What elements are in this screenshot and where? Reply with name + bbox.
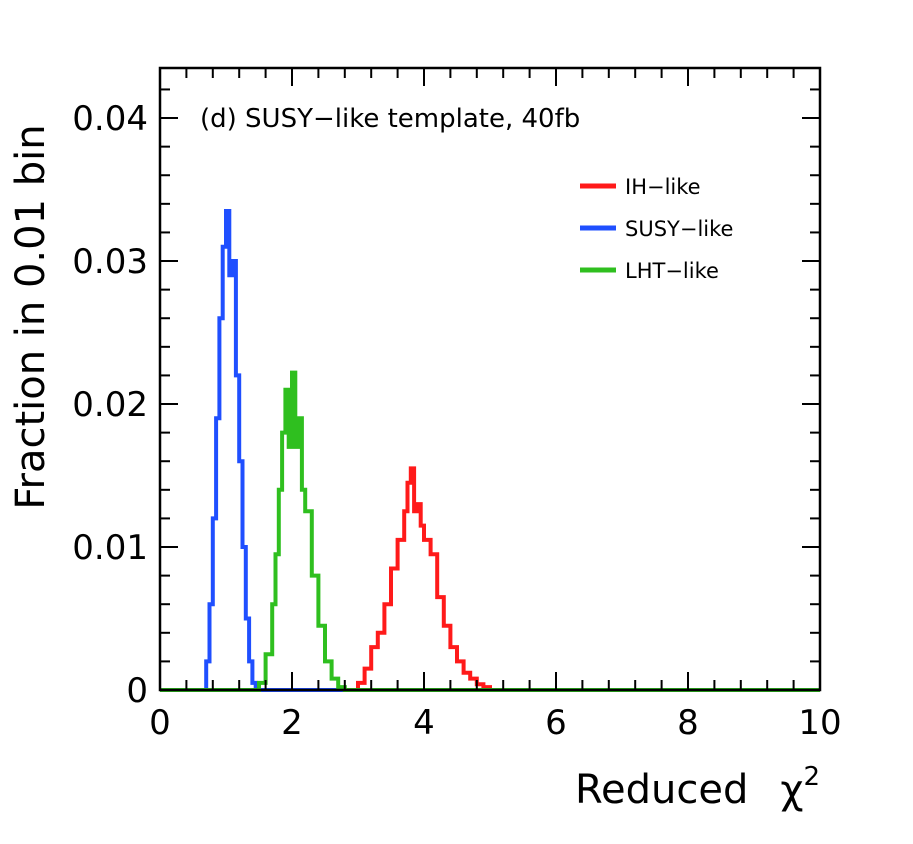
- series-layer: [160, 209, 820, 692]
- x-tick-label: 4: [413, 703, 435, 743]
- legend-label-2: LHT−like: [625, 259, 719, 283]
- series-line-0: [160, 466, 820, 692]
- legend-label-1: SUSY−like: [625, 217, 733, 241]
- x-tick-label: 2: [281, 703, 303, 743]
- x-tick-label: 8: [677, 703, 699, 743]
- chart-title: (d) SUSY−like template, 40fb: [200, 104, 580, 134]
- x-tick-label: 0: [149, 703, 171, 743]
- legend: IH−like SUSY−like LHT−like: [580, 175, 733, 283]
- legend-label-0: IH−like: [625, 175, 701, 199]
- x-tick-label: 10: [798, 703, 841, 743]
- x-tick-label: 6: [545, 703, 567, 743]
- tick-labels: 0 2 4 6 8 10 0 0.01 0.02 0.03 0.04: [72, 99, 841, 743]
- y-tick-label: 0.04: [72, 99, 148, 139]
- x-axis-label-text: Reduced: [575, 767, 748, 813]
- series-line-2: [160, 370, 820, 692]
- y-axis-label: Fraction in 0.01 bin: [8, 124, 54, 509]
- y-tick-label: 0: [126, 671, 148, 711]
- plot-frame: [158, 66, 822, 692]
- series-line-1: [160, 209, 820, 692]
- x-axis-label-superscript: 2: [803, 762, 820, 792]
- y-tick-label: 0.02: [72, 385, 148, 425]
- y-tick-label: 0.01: [72, 528, 148, 568]
- x-axis-label-symbol: χ: [780, 767, 803, 813]
- x-axis-label: Reduced χ2: [575, 762, 820, 813]
- axis-ticks: [159, 68, 821, 691]
- y-tick-label: 0.03: [72, 242, 148, 282]
